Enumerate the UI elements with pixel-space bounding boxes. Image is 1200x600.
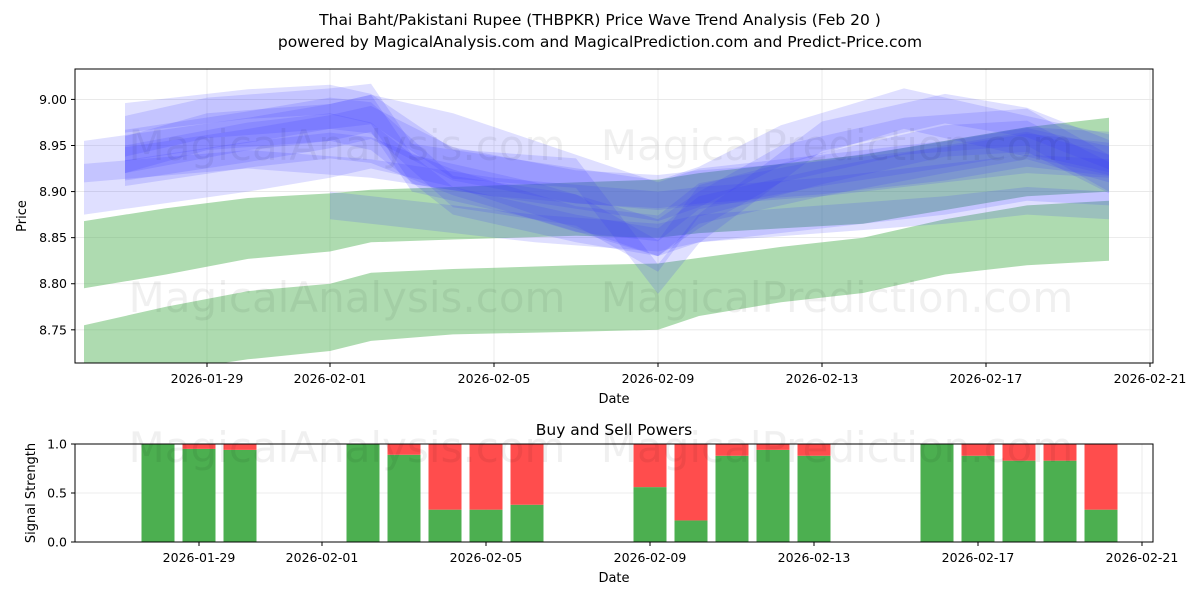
sell-bar — [182, 444, 216, 449]
price-y-tick-label: 8.75 — [39, 322, 67, 337]
signal-y-tick-label: 0.5 — [47, 486, 67, 501]
signal-x-axis-label: Date — [598, 571, 629, 586]
buy-bar — [920, 444, 954, 542]
blue-wave-band — [125, 94, 1109, 257]
price-bands — [84, 83, 1109, 363]
watermark-top-right: MagicalPrediction.com — [601, 121, 1074, 170]
buy-bar — [223, 449, 257, 542]
sell-bar — [469, 444, 503, 510]
signal-title: Buy and Sell Powers — [536, 421, 693, 439]
blue-wave-band — [125, 97, 1109, 272]
price-plot-frame — [74, 68, 1154, 364]
signal-y-ticks: 0.0 0.5 1.0 — [47, 437, 75, 550]
price-x-tick-label: 2026-02-01 — [294, 371, 367, 386]
sell-bar — [674, 444, 708, 521]
buy-bar — [633, 487, 667, 542]
sell-bar — [633, 444, 667, 488]
price-x-axis-label: Date — [598, 392, 629, 407]
signal-bars — [141, 444, 1118, 542]
signal-x-ticks: 2026-01-29 2026-02-01 2026-02-05 2026-02-09… — [163, 542, 1179, 565]
buy-bar — [756, 449, 790, 542]
signal-x-tick-label: 2026-02-21 — [1106, 550, 1179, 565]
blue-wave-band — [125, 113, 1109, 257]
watermark-mid-right: MagicalPrediction.com — [601, 273, 1074, 322]
buy-bar — [469, 509, 503, 542]
price-y-axis-label: Price — [15, 200, 30, 232]
sell-bar — [715, 444, 749, 456]
price-x-ticks: 2026-01-29 2026-02-01 2026-02-05 2026-02-09… — [171, 363, 1187, 386]
buy-bar — [510, 504, 544, 542]
signal-x-tick-label: 2026-02-05 — [450, 550, 523, 565]
sell-bar — [1084, 444, 1118, 510]
price-x-tick-label: 2026-02-13 — [786, 371, 859, 386]
sell-bar — [1043, 444, 1077, 461]
buy-bar — [387, 454, 421, 542]
price-x-tick-label: 2026-01-29 — [171, 371, 244, 386]
price-y-tick-label: 8.90 — [39, 184, 67, 199]
signal-x-tick-label: 2026-02-17 — [942, 550, 1015, 565]
blue-wave-band — [125, 84, 1109, 294]
sell-bar — [510, 444, 544, 505]
blue-wave-band — [84, 150, 1109, 210]
buy-bar — [961, 455, 995, 542]
buy-bar — [428, 509, 462, 542]
buy-bar — [797, 455, 831, 542]
signal-x-tick-label: 2026-01-29 — [163, 550, 236, 565]
chart-subtitle: powered by MagicalAnalysis.com and Magic… — [278, 33, 922, 51]
buy-bar — [715, 455, 749, 542]
signal-x-tick-label: 2026-02-01 — [286, 550, 359, 565]
sell-bar — [223, 444, 257, 450]
signal-x-tick-label: 2026-02-09 — [614, 550, 687, 565]
blue-wave-band — [330, 187, 1109, 252]
sell-bar — [387, 444, 421, 455]
chart-title: Thai Baht/Pakistani Rupee (THBPKR) Price… — [318, 11, 881, 29]
blue-wave-band — [84, 94, 1109, 257]
signal-y-tick-label: 0.0 — [47, 535, 67, 550]
price-y-tick-label: 8.80 — [39, 276, 67, 291]
watermark-bottom-right: MagicalPrediction.com — [601, 423, 1074, 472]
watermark-bottom-left: MagicalAnalysis.com — [129, 423, 566, 472]
buy-bar — [1084, 509, 1118, 542]
price-y-tick-label: 8.85 — [39, 230, 67, 245]
price-x-tick-label: 2026-02-09 — [622, 371, 695, 386]
signal-y-axis-label: Signal Strength — [24, 443, 39, 543]
price-y-tick-label: 9.00 — [39, 92, 67, 107]
blue-wave-band — [125, 128, 1109, 242]
watermark-mid-left: MagicalAnalysis.com — [129, 273, 566, 322]
buy-bar — [141, 444, 175, 542]
buy-bar — [674, 520, 708, 542]
price-x-tick-label: 2026-02-05 — [458, 371, 531, 386]
green-trend-band — [84, 117, 1109, 289]
signal-x-tick-label: 2026-02-13 — [778, 550, 851, 565]
blue-wave-band — [125, 105, 1109, 209]
price-y-tick-label: 8.95 — [39, 138, 67, 153]
sell-bar — [756, 444, 790, 450]
watermark-top-left: MagicalAnalysis.com — [129, 121, 566, 170]
sell-bar — [428, 444, 462, 510]
signal-y-tick-label: 1.0 — [47, 437, 67, 452]
buy-bar — [1043, 460, 1077, 542]
sell-bar — [1002, 444, 1036, 461]
buy-bar — [1002, 460, 1036, 542]
green-trend-band — [84, 200, 1109, 363]
price-grid — [75, 69, 1153, 363]
buy-bar — [346, 444, 380, 542]
price-x-tick-label: 2026-02-21 — [1114, 371, 1187, 386]
sell-bar — [797, 444, 831, 456]
price-y-ticks: 8.75 8.80 8.85 8.90 8.95 9.00 — [39, 92, 75, 337]
blue-wave-band — [125, 83, 1109, 222]
sell-bar — [961, 444, 995, 456]
price-x-tick-label: 2026-02-17 — [950, 371, 1023, 386]
price-panel: MagicalAnalysis.com MagicalPrediction.co… — [15, 68, 1187, 407]
signal-panel: Buy and Sell Powers MagicalAnalysis.com … — [24, 421, 1178, 586]
price-plot-area — [75, 69, 1153, 363]
buy-bar — [182, 448, 216, 542]
